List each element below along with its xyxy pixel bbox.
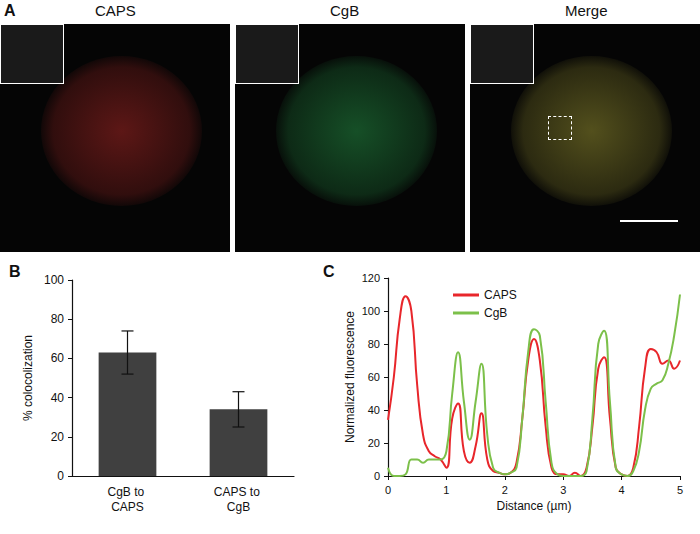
svg-text:100: 100 [44,273,64,287]
svg-text:60: 60 [51,351,65,365]
svg-text:5: 5 [677,484,683,496]
svg-text:100: 100 [362,305,380,317]
svg-text:4: 4 [619,484,625,496]
svg-text:B: B [9,263,21,280]
html-text:Merge: Merge [565,2,608,19]
svg-text:% colocolization: % colocolization [21,335,35,421]
svg-text:120: 120 [362,272,380,284]
svg-text:20: 20 [51,430,65,444]
svg-text:20: 20 [368,437,380,449]
svg-text:40: 40 [368,404,380,416]
svg-text:40: 40 [51,391,65,405]
svg-text:1: 1 [443,484,449,496]
svg-text:3: 3 [560,484,566,496]
svg-text:Normalized fluorescence: Normalized fluorescence [343,311,357,443]
svg-text:80: 80 [368,338,380,350]
svg-text:CAPS to: CAPS to [214,485,263,499]
svg-text:CAPS: CAPS [111,500,144,514]
svg-text:0: 0 [385,484,391,496]
svg-text:CgB: CgB [227,500,250,514]
svg-text:60: 60 [368,371,380,383]
svg-text:0: 0 [57,469,64,483]
html-text:A: A [4,2,16,19]
svg-text:Distance (µm): Distance (µm) [497,499,572,513]
html-text:CgB: CgB [330,2,360,19]
svg-text:0: 0 [374,470,380,482]
svg-text:CgB to: CgB to [107,485,147,499]
svg-text:CgB: CgB [484,306,507,320]
svg-text:2: 2 [502,484,508,496]
svg-text:80: 80 [51,312,65,326]
svg-text:C: C [323,263,335,280]
svg-text:CAPS: CAPS [484,288,517,302]
html-text:CAPS: CAPS [95,2,136,19]
